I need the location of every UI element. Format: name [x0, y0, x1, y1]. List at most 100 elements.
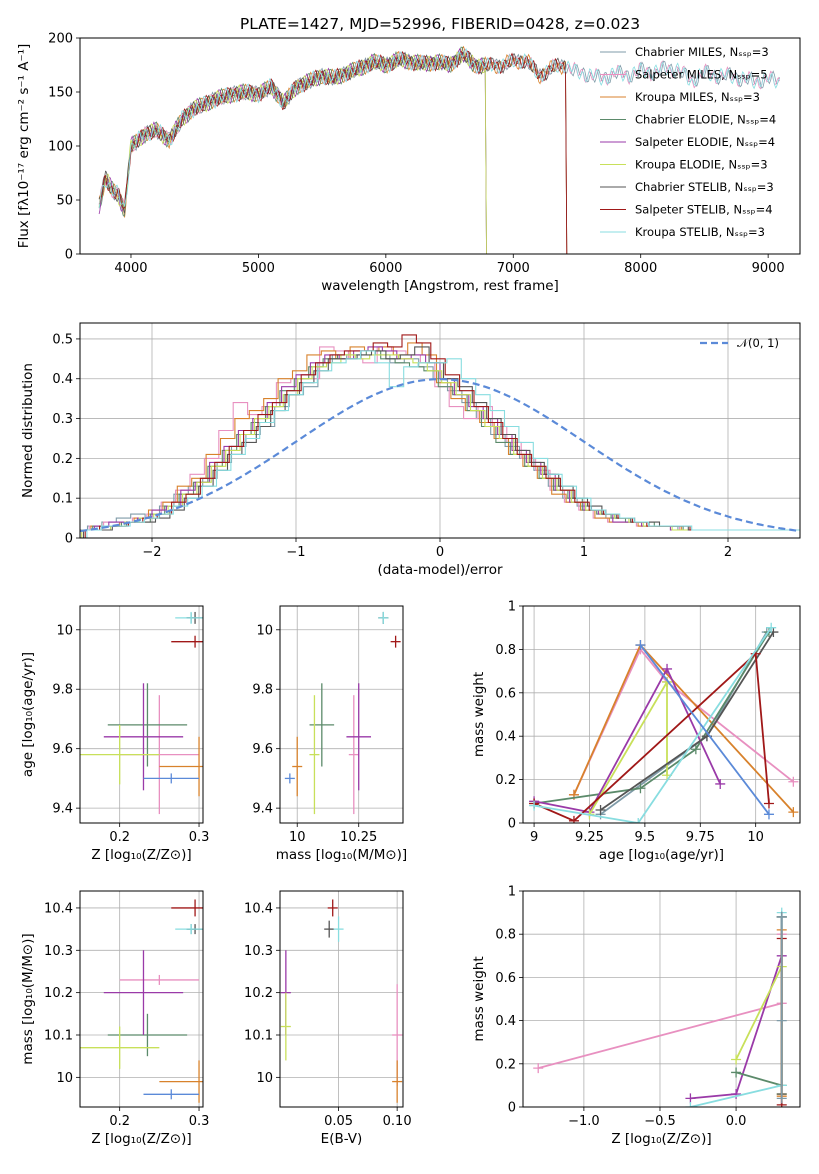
y-tick-label: 0	[65, 248, 73, 263]
weight-point-marker	[776, 1093, 787, 1104]
error-bars	[80, 899, 203, 1103]
weight-lines	[529, 622, 799, 823]
histogram-step-line	[80, 346, 795, 531]
y-tick-label: 1	[508, 600, 516, 615]
y-tick-label: 0.2	[495, 1057, 516, 1072]
weight-series-line	[600, 631, 768, 816]
y-axis-label: mass weight	[471, 956, 487, 1041]
axes-frame	[79, 322, 801, 539]
x-axis-label: age [log₁₀(age/yr)]	[599, 847, 724, 863]
panel-residuals: −2 −1 0 1 2 0 0.1 0.2 0.3 0.4 0.5 (data-model)/erro…	[20, 322, 801, 578]
weight-lines	[533, 907, 787, 1107]
y-tick-label: 10.4	[44, 901, 73, 916]
x-tick-label: 9.25	[575, 830, 604, 845]
weight-point-marker	[731, 1089, 742, 1100]
y-tick-label: 0.6	[495, 686, 516, 701]
weight-point-marker	[776, 911, 787, 922]
x-tick-label: 9000	[752, 261, 785, 276]
y-tick-label: 0.2	[52, 452, 73, 467]
x-tick-label: 1	[580, 545, 588, 560]
x-tick-label: 10	[289, 830, 306, 845]
y-tick-label: 0.8	[495, 643, 516, 658]
weight-series-line	[533, 666, 722, 814]
weight-point-marker	[768, 627, 779, 638]
y-tick-label: 10.1	[244, 1029, 273, 1044]
spectrum-series-line	[98, 48, 780, 207]
weight-point-marker	[595, 804, 606, 815]
y-tick-label: 1	[508, 885, 516, 900]
y-tick-label: 10.3	[244, 944, 273, 959]
panel-mass-vs-EBV: 0.05 0.10 10 10.1 10.2 10.3 10.4 E(B-V)	[244, 890, 412, 1147]
weight-point-marker	[763, 798, 774, 809]
weight-series-line	[533, 631, 770, 805]
y-tick-label: 0.4	[495, 730, 516, 745]
axes-frame	[79, 605, 204, 824]
y-tick-label: 200	[48, 32, 73, 47]
y-tick-label: 0.6	[495, 971, 516, 986]
axes-frame	[79, 890, 204, 1108]
histogram-step-line	[84, 334, 800, 538]
error-bars	[280, 899, 403, 1103]
y-axis-label: Flux [fλ10⁻¹⁷ erg cm⁻² s⁻¹ A⁻¹]	[16, 44, 32, 249]
x-tick-label: 0.3	[189, 1114, 210, 1129]
panel-age-vs-Z: 0.2 0.3 9.4 9.6 9.8 10 Z [log₁₀(Z/Z⊙)] age [log…	[20, 605, 210, 863]
x-tick-label: 4000	[114, 261, 147, 276]
x-tick-label: −0.5	[644, 1114, 676, 1129]
legend-entry: Kroupa STELIB, Nₛₛₚ=3	[635, 225, 765, 239]
legend-entry: Chabrier ELODIE, Nₛₛₚ=4	[635, 113, 776, 127]
weight-point-marker	[635, 640, 646, 651]
weight-point-marker	[662, 663, 673, 674]
y-tick-label: 0.8	[495, 928, 516, 943]
y-tick-label: 9.4	[252, 802, 273, 817]
legend-entry: Kroupa MILES, Nₛₛₚ=3	[635, 90, 760, 104]
y-axis-label: mass [log₁₀(M/M⊙)]	[20, 933, 36, 1064]
spectrum-series-line	[98, 47, 780, 254]
x-tick-label: 5000	[242, 261, 275, 276]
y-tick-label: 0	[508, 817, 516, 832]
figure-title: PLATE=1427, MJD=52996, FIBERID=0428, z=0…	[240, 15, 640, 33]
x-tick-label: 0.2	[109, 830, 130, 845]
y-tick-label: 10	[56, 623, 73, 638]
x-tick-label: 0.10	[383, 1114, 412, 1129]
spectrum-series-line	[98, 51, 780, 254]
y-tick-label: 10	[256, 1071, 273, 1086]
x-tick-label: 0.2	[109, 1114, 130, 1129]
x-tick-label: 7000	[497, 261, 530, 276]
y-tick-label: 0.4	[52, 372, 73, 387]
x-tick-label: −2	[142, 545, 161, 560]
x-tick-label: 0.3	[189, 830, 210, 845]
panel-mass-vs-Z: 0.2 0.3 10 10.1 10.2 10.3 10.4 Z [log₁₀(Z/Z⊙)] m…	[20, 890, 210, 1147]
x-tick-label: 10	[747, 830, 764, 845]
spectrum-series-line	[98, 51, 780, 254]
legend-entry: Kroupa ELODIE, Nₛₛₚ=3	[635, 158, 768, 172]
error-bars	[80, 611, 203, 815]
legend-entry: Salpeter ELODIE, Nₛₛₚ=4	[635, 135, 775, 149]
y-tick-label: 150	[48, 86, 73, 101]
y-axis-label: age [log₁₀(age/yr)]	[20, 652, 36, 777]
x-tick-label: 0	[436, 545, 444, 560]
y-tick-label: 0	[65, 532, 73, 547]
y-tick-label: 9.8	[252, 683, 273, 698]
y-tick-label: 10	[56, 1071, 73, 1086]
weight-point-marker	[788, 776, 799, 787]
weight-point-marker	[633, 818, 644, 823]
weight-point-marker	[529, 800, 540, 811]
y-tick-label: 0	[508, 1101, 516, 1116]
y-tick-label: 9.8	[52, 683, 73, 698]
spectrum-series-line	[98, 48, 780, 208]
x-axis-label: Z [log₁₀(Z/Z⊙)]	[91, 847, 191, 863]
weight-point-marker	[568, 815, 579, 823]
y-axis-label: mass weight	[471, 672, 487, 757]
weight-point-marker	[690, 744, 701, 755]
axes-frame	[79, 37, 801, 255]
legend-entry: 𝒩(0, 1)	[737, 336, 779, 350]
weight-point-marker	[715, 778, 726, 789]
weight-series-line	[533, 651, 770, 822]
y-tick-label: 100	[48, 140, 73, 155]
x-axis-label: wavelength [Angstrom, rest frame]	[321, 278, 559, 294]
weight-point-marker	[763, 809, 774, 820]
x-tick-label: 9.5	[635, 830, 656, 845]
x-axis-label: (data-model)/error	[377, 562, 503, 578]
y-tick-label: 10.1	[44, 1029, 73, 1044]
